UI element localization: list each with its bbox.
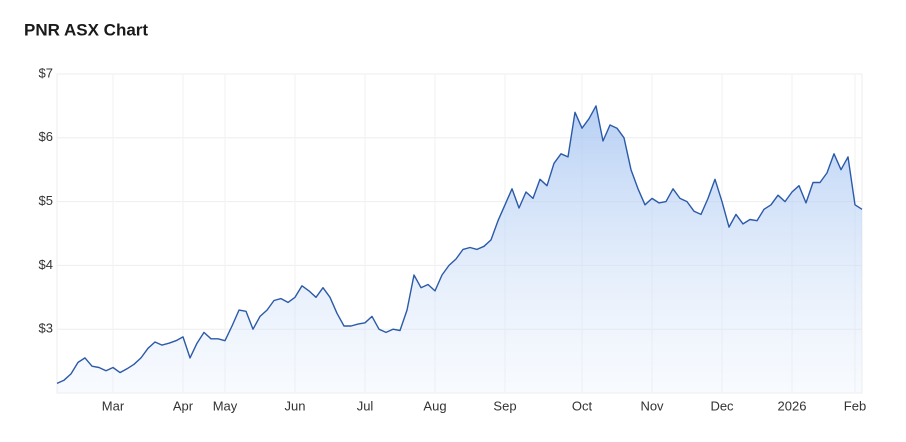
x-tick-label: Nov (640, 398, 664, 413)
x-tick-label: 2026 (778, 398, 807, 413)
y-tick-label: $3 (39, 321, 53, 336)
y-tick-label: $4 (39, 257, 53, 272)
x-tick-label: Sep (493, 398, 516, 413)
x-tick-label: Jun (285, 398, 306, 413)
line (56, 105, 863, 385)
x-tick-label: Oct (572, 398, 593, 413)
x-tick-label: Jul (357, 398, 374, 413)
y-tick-label: $7 (39, 65, 53, 80)
x-tick-label: Feb (844, 398, 866, 413)
x-tick-label: Aug (423, 398, 446, 413)
x-tick-label: Apr (173, 398, 194, 413)
chart-title: PNR ASX Chart (24, 20, 148, 39)
y-tick-label: $5 (39, 193, 53, 208)
x-tick-label: Dec (710, 398, 734, 413)
area (57, 105, 862, 394)
y-tick-label: $6 (39, 129, 53, 144)
x-tick-label: May (213, 398, 238, 413)
x-tick-label: Mar (102, 398, 125, 413)
